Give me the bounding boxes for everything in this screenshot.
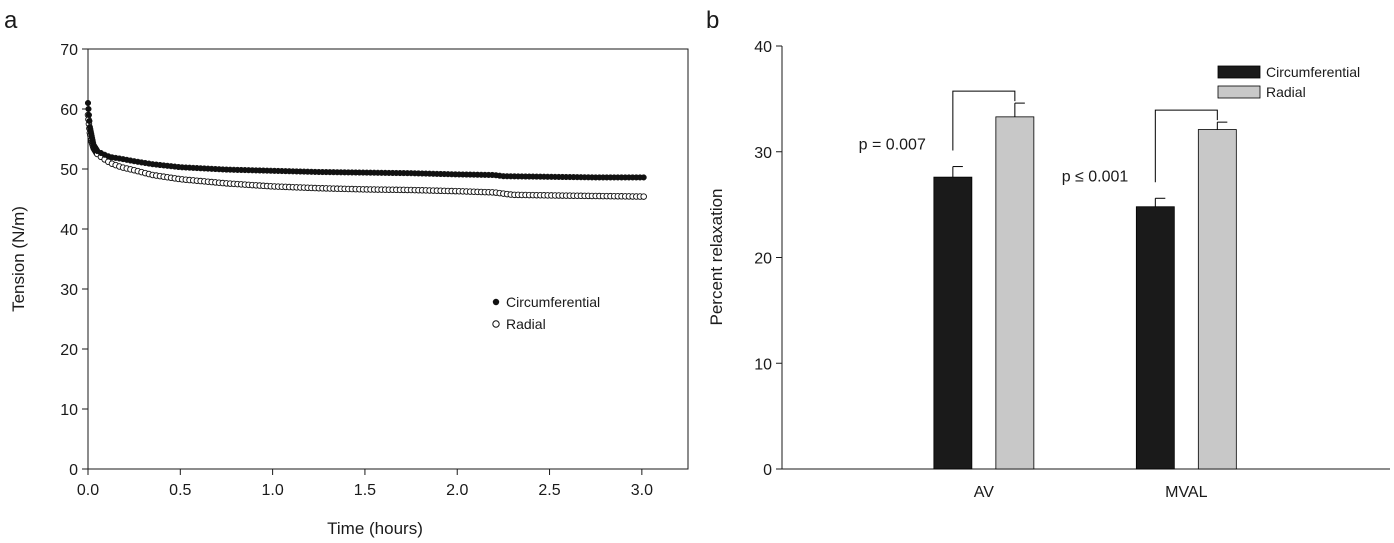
category-labels-b: AV MVAL [974, 484, 1208, 501]
y-tick-label: 50 [60, 162, 78, 179]
x-tick-label: 3.0 [631, 482, 653, 499]
bar-radial-av [995, 116, 1035, 470]
category-label: AV [974, 484, 994, 501]
y-tick-label: 30 [60, 282, 78, 299]
y-tick-label: 10 [60, 402, 78, 419]
legend-a: Circumferential Radial [492, 294, 600, 332]
y-ticks-a: 0 10 20 30 40 50 60 70 [60, 42, 88, 479]
bar-circumferential-av [933, 176, 973, 470]
bars-b [933, 102, 1237, 470]
legend-label-circumferential-b: Circumferential [1266, 64, 1360, 80]
legend-b: Circumferential Radial [1217, 64, 1360, 100]
panel-letter-b: b [706, 7, 719, 34]
plot-area-a [87, 48, 689, 470]
legend-swatch-circumferential [1217, 65, 1261, 79]
y-tick-label: 60 [60, 102, 78, 119]
legend-marker-radial [492, 320, 500, 328]
data-point [86, 117, 93, 125]
x-tick-label: 0.5 [169, 482, 191, 499]
y-tick-label: 20 [60, 342, 78, 359]
x-tick-label: 2.5 [538, 482, 560, 499]
x-ticks-a: 0.0 0.5 1.0 1.5 2.0 2.5 3.0 [77, 469, 653, 499]
y-tick-label: 40 [754, 39, 772, 56]
y-ticks-b: 0 10 20 30 40 [754, 39, 782, 479]
data-point [640, 193, 647, 200]
data-point [640, 174, 647, 181]
series-circumferential [84, 99, 647, 181]
significance-bracket [1154, 109, 1218, 183]
p-value-label: p ≤ 0.001 [1062, 168, 1129, 185]
series-radial [84, 111, 647, 200]
annotations-b: p = 0.007 p ≤ 0.001 [859, 90, 1218, 185]
y-tick-label: 0 [69, 462, 78, 479]
significance-bracket [952, 90, 1016, 151]
x-tick-label: 1.5 [354, 482, 376, 499]
legend-label-circumferential: Circumferential [506, 294, 600, 310]
bar-radial-mval [1197, 129, 1237, 470]
y-tick-label: 70 [60, 42, 78, 59]
data-point [85, 105, 92, 113]
x-axis-label-a: Time (hours) [327, 519, 423, 538]
category-label: MVAL [1165, 484, 1207, 501]
p-value-label: p = 0.007 [859, 137, 926, 154]
x-tick-label: 0.0 [77, 482, 99, 499]
y-tick-label: 40 [60, 222, 78, 239]
series-a [84, 99, 647, 200]
legend-marker-circumferential [492, 298, 500, 306]
x-tick-label: 1.0 [261, 482, 283, 499]
panel-letter-a: a [4, 7, 18, 34]
x-tick-label: 2.0 [446, 482, 468, 499]
data-point [85, 111, 92, 119]
y-axis-label-b: Percent relaxation [707, 188, 726, 325]
bar-circumferential-mval [1135, 206, 1175, 470]
y-tick-label: 30 [754, 145, 772, 162]
legend-swatch-radial [1217, 85, 1261, 99]
legend-label-radial-b: Radial [1266, 84, 1306, 100]
y-tick-label: 20 [754, 251, 772, 268]
y-tick-label: 0 [763, 462, 772, 479]
y-axis-label-a: Tension (N/m) [9, 206, 28, 312]
legend-label-radial: Radial [506, 316, 546, 332]
y-tick-label: 10 [754, 356, 772, 373]
panel-b: b 0 10 20 30 40 AV MVAL Percent relaxation Ci… [706, 7, 1390, 501]
data-point [84, 99, 92, 107]
